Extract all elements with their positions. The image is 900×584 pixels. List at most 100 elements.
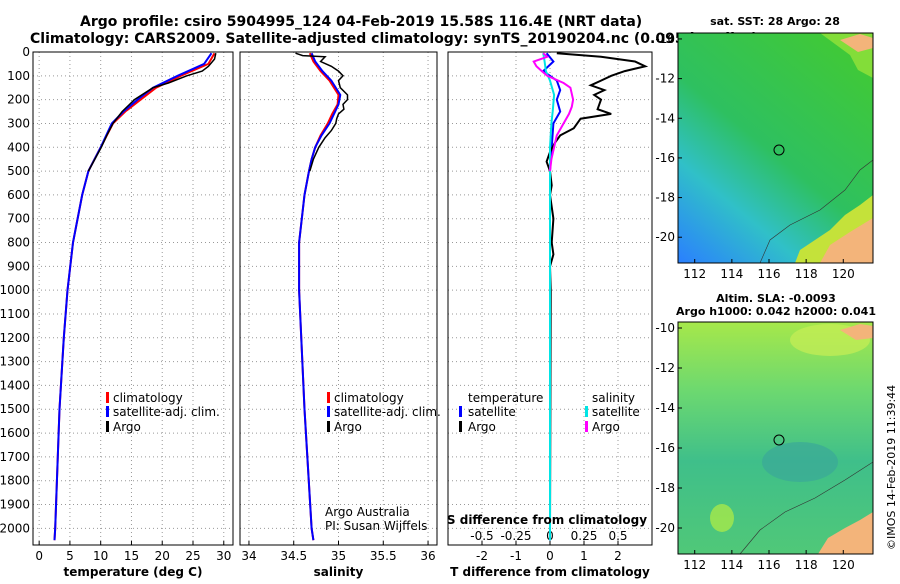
series-line-argo bbox=[87, 53, 217, 172]
sla-contour bbox=[739, 461, 874, 555]
x-tick-label: 25 bbox=[185, 549, 200, 563]
y-tick-label: 500 bbox=[7, 164, 30, 178]
sla-land bbox=[818, 512, 873, 554]
x-tick-label: 2 bbox=[614, 549, 622, 563]
y-tick-label: 800 bbox=[7, 236, 30, 250]
legend-label-t-satellite: satellite bbox=[468, 405, 516, 419]
map-y-tick-label: -16 bbox=[655, 151, 675, 165]
map-y-tick-label: -16 bbox=[655, 441, 675, 455]
series-line-climatology bbox=[53, 52, 216, 541]
legend-label-s-satellite: satellite bbox=[592, 405, 640, 419]
temperature-legend: climatology satellite-adj. clim. Argo bbox=[106, 391, 220, 434]
legend-label-climatology: climatology bbox=[334, 391, 404, 405]
plot-frame bbox=[239, 51, 438, 546]
top-x-tick-label: -0.5 bbox=[470, 529, 493, 543]
legend-label-satellite: satellite-adj. clim. bbox=[113, 405, 220, 419]
credit-argo-australia: Argo Australia bbox=[325, 505, 410, 519]
map-x-tick-label: 116 bbox=[758, 267, 781, 281]
map-x-tick-label: 114 bbox=[720, 267, 743, 281]
x-tick-label: 1 bbox=[580, 549, 588, 563]
sst-argo-position-marker bbox=[773, 144, 785, 156]
x-tick-label: 5 bbox=[66, 549, 74, 563]
map-x-tick-label: 118 bbox=[795, 558, 818, 572]
legend-label-t-argo: Argo bbox=[468, 420, 496, 434]
legend-title-temperature: temperature bbox=[468, 391, 543, 405]
y-tick-label: 1600 bbox=[0, 426, 30, 440]
salinity-legend: climatology satellite-adj. clim. Argo Ar… bbox=[325, 391, 441, 533]
map-y-tick-label: -20 bbox=[655, 521, 675, 535]
map-y-tick-label: -10 bbox=[655, 32, 675, 46]
sst-map-title: sat. SST: 28 Argo: 28 bbox=[710, 15, 840, 28]
series-line-satellite-adj-clim- bbox=[53, 52, 213, 541]
sla-map-title-2: Argo h1000: 0.042 h2000: 0.041 bbox=[676, 305, 876, 318]
sla-land-north bbox=[840, 324, 873, 340]
legend-swatch-t-satellite bbox=[459, 406, 462, 417]
legend-swatch-climatology bbox=[327, 392, 330, 403]
y-tick-label: 100 bbox=[7, 69, 30, 83]
sla-argo-position-marker bbox=[773, 434, 785, 446]
title-line-2: Climatology: CARS2009. Satellite-adjuste… bbox=[30, 31, 758, 47]
legend-title-salinity: salinity bbox=[592, 391, 635, 405]
sla-map-title-1: Altim. SLA: -0.0093 bbox=[716, 292, 836, 305]
map-x-tick-label: 112 bbox=[683, 267, 706, 281]
x-tick-label: 0 bbox=[35, 549, 43, 563]
title-line-1: Argo profile: csiro 5904995_124 04-Feb-2… bbox=[80, 14, 642, 30]
x-axis-label: T difference from climatology bbox=[450, 565, 650, 579]
y-tick-label: 700 bbox=[7, 212, 30, 226]
y-tick-label: 1800 bbox=[0, 474, 30, 488]
map-x-tick-label: 114 bbox=[720, 558, 743, 572]
y-tick-label: 200 bbox=[7, 93, 30, 107]
x-tick-label: -2 bbox=[476, 549, 488, 563]
sst-map-ticks: 112 114 116 118 120 -10 -12 -14 -16 -18 -20 bbox=[655, 32, 854, 281]
y-tick-label: 300 bbox=[7, 116, 30, 130]
legend-label-argo: Argo bbox=[334, 420, 362, 434]
map-x-tick-label: 112 bbox=[683, 558, 706, 572]
plot-frame bbox=[447, 51, 653, 546]
legend-label-climatology: climatology bbox=[113, 391, 183, 405]
legend-swatch-argo bbox=[327, 421, 330, 432]
difference-panel: -2 -1 0 1 2 T difference from climatology -0.5… bbox=[447, 51, 653, 579]
series-line-argo bbox=[295, 52, 349, 172]
credit-pi: PI: Susan Wijffels bbox=[325, 519, 427, 533]
x-tick-label: 15 bbox=[124, 549, 139, 563]
map-y-tick-label: -20 bbox=[655, 230, 675, 244]
top-x-tick-label: -0.25 bbox=[500, 529, 531, 543]
y-tick-label: 1000 bbox=[0, 283, 30, 297]
map-y-tick-label: -14 bbox=[655, 111, 675, 125]
map-x-tick-label: 120 bbox=[832, 558, 855, 572]
legend-swatch-satellite bbox=[327, 406, 330, 417]
y-tick-label: 1200 bbox=[0, 331, 30, 345]
legend-label-s-argo: Argo bbox=[592, 420, 620, 434]
top-x-tick-label: 0.5 bbox=[608, 529, 627, 543]
x-tick-label: 20 bbox=[155, 549, 170, 563]
sst-map-frame bbox=[677, 32, 874, 264]
legend-swatch-t-argo bbox=[459, 421, 462, 432]
sla-map-ticks: 112 114 116 118 120 -10 -12 -14 -16 -18 -20 bbox=[655, 321, 854, 572]
x-tick-label: 34 bbox=[241, 549, 256, 563]
series-line-satellite-adj-clim- bbox=[298, 52, 342, 541]
sst-contour bbox=[759, 159, 874, 264]
sst-land bbox=[820, 218, 873, 263]
x-axis-label: temperature (deg C) bbox=[64, 565, 203, 579]
y-tick-label: 1100 bbox=[0, 307, 30, 321]
y-tick-label: 1300 bbox=[0, 355, 30, 369]
sla-map-frame bbox=[677, 321, 874, 555]
x-tick-label: 36 bbox=[420, 549, 435, 563]
legend-swatch-climatology bbox=[106, 392, 109, 403]
y-tick-label: 1400 bbox=[0, 378, 30, 392]
x-tick-label: 34.5 bbox=[280, 549, 307, 563]
y-tick-label: 2000 bbox=[0, 521, 30, 535]
legend-label-argo: Argo bbox=[113, 420, 141, 434]
series-line-s-satellite bbox=[542, 53, 556, 541]
map-y-tick-label: -14 bbox=[655, 401, 675, 415]
temperature-panel: 0 5 10 15 20 25 300100200300400500600700800900… bbox=[0, 45, 234, 579]
map-y-tick-label: -12 bbox=[655, 72, 675, 86]
y-tick-label: 1700 bbox=[0, 450, 30, 464]
x-tick-label: 35 bbox=[331, 549, 346, 563]
x-axis-label: salinity bbox=[314, 565, 364, 579]
map-y-tick-label: -18 bbox=[655, 481, 675, 495]
legend-label-satellite: satellite-adj. clim. bbox=[334, 405, 441, 419]
map-y-tick-label: -10 bbox=[655, 321, 675, 335]
y-tick-label: 600 bbox=[7, 188, 30, 202]
